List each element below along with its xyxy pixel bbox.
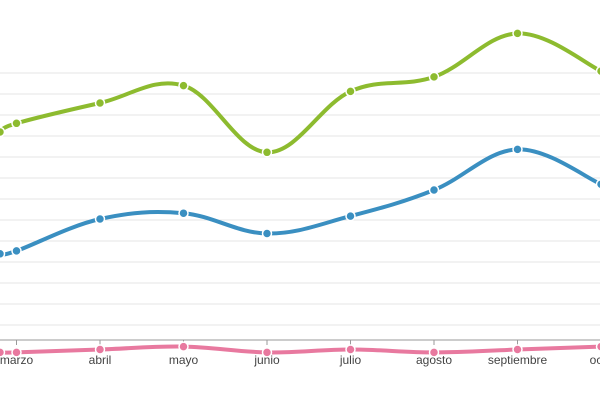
data-point[interactable] <box>94 344 106 355</box>
x-tick-label: abril <box>89 353 112 367</box>
data-point[interactable] <box>94 97 106 109</box>
x-tick-label: octu <box>590 353 600 367</box>
data-point[interactable] <box>11 347 22 358</box>
data-point[interactable] <box>428 184 440 196</box>
data-point[interactable] <box>178 80 189 91</box>
data-point[interactable] <box>178 207 189 219</box>
data-point[interactable] <box>512 344 523 355</box>
data-point[interactable] <box>0 248 6 260</box>
data-point[interactable] <box>512 144 523 155</box>
data-point[interactable] <box>178 341 189 352</box>
data-point[interactable] <box>261 347 273 358</box>
x-tick-label: mayo <box>169 353 199 367</box>
x-tick-label: septiembre <box>488 353 548 367</box>
data-point[interactable] <box>428 71 440 83</box>
x-axis-labels: marzo abril mayo junio julio agosto septiembre… <box>0 353 600 367</box>
data-point[interactable] <box>512 28 523 39</box>
series-line-1 <box>0 147 600 257</box>
data-point[interactable] <box>94 213 106 225</box>
data-point[interactable] <box>428 347 440 358</box>
x-tick-label: junio <box>253 353 280 367</box>
x-tick-label: agosto <box>416 353 452 367</box>
x-tick-label: marzo <box>0 353 33 367</box>
series-line-2 <box>0 344 600 355</box>
series-group <box>0 28 600 358</box>
x-axis-ticks <box>16 340 518 345</box>
data-point[interactable] <box>0 347 6 358</box>
data-point[interactable] <box>261 147 273 158</box>
data-point[interactable] <box>0 126 6 138</box>
data-point[interactable] <box>595 341 600 352</box>
data-point[interactable] <box>345 344 356 355</box>
data-point[interactable] <box>261 228 273 239</box>
grid <box>0 72 600 326</box>
data-point[interactable] <box>11 118 22 129</box>
x-tick-label: julio <box>339 353 362 367</box>
data-point[interactable] <box>345 210 356 222</box>
data-point[interactable] <box>595 65 600 77</box>
data-point[interactable] <box>345 86 356 97</box>
data-point[interactable] <box>595 179 600 190</box>
data-point[interactable] <box>11 245 22 257</box>
series-line-0 <box>0 31 600 155</box>
